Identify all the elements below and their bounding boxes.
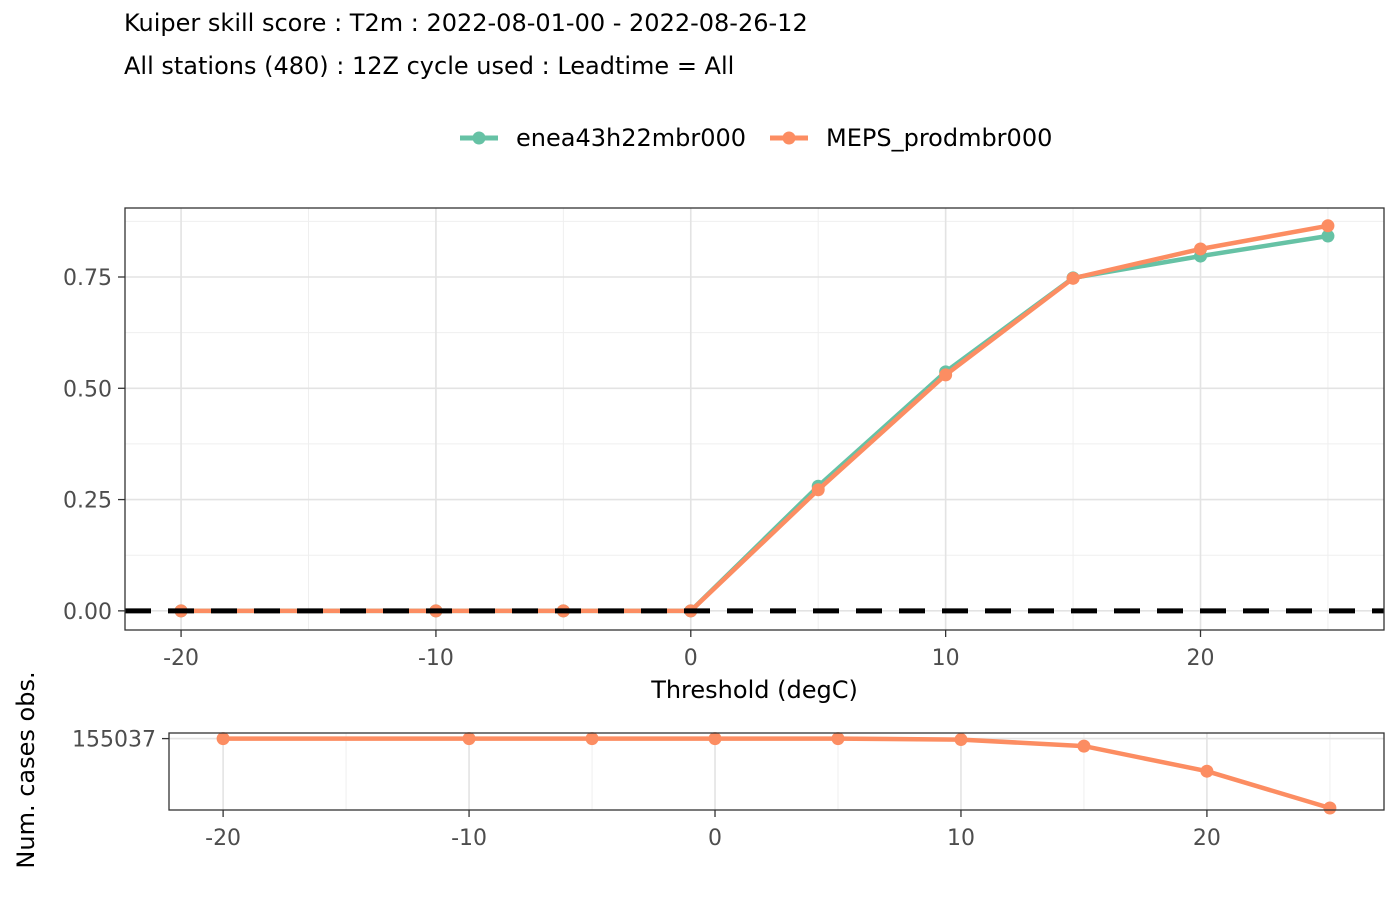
cases-point <box>585 732 599 746</box>
x-tick-label: 0 <box>684 646 698 671</box>
cases-point <box>462 732 476 746</box>
lower-x-tick-label: -10 <box>451 826 487 851</box>
data-point-1 <box>811 483 825 497</box>
legend-item-enea: enea43h22mbr000 <box>458 120 746 156</box>
lower-panel-border <box>168 732 1385 811</box>
cases-point <box>1077 739 1091 753</box>
lower-x-tick-label: 0 <box>708 826 722 851</box>
panel-border <box>124 207 1385 631</box>
legend-label-meps: MEPS_prodmbr000 <box>826 124 1053 152</box>
chart-title: Kuiper skill score : T2m : 2022-08-01-00… <box>124 9 808 37</box>
lower-x-tick-label: 10 <box>947 826 975 851</box>
data-point-0 <box>1321 229 1335 243</box>
cases-point <box>831 732 845 746</box>
data-point-1 <box>939 368 953 382</box>
chart-subtitle: All stations (480) : 12Z cycle used : Le… <box>124 52 735 80</box>
lower-y-tick-label: 155037 <box>72 728 156 753</box>
cases-point <box>1323 801 1337 815</box>
data-point-1 <box>1066 271 1080 285</box>
legend: enea43h22mbr000 MEPS_prodmbr000 <box>0 120 1400 156</box>
x-axis-label: Threshold (degC) <box>650 676 858 704</box>
cases-point <box>954 733 968 747</box>
x-tick-label: -10 <box>418 646 454 671</box>
cases-point <box>1200 764 1214 778</box>
x-tick-label: -20 <box>163 646 199 671</box>
cases-line <box>223 736 1331 811</box>
series-line-1 <box>181 223 1329 614</box>
x-tick-label: 10 <box>932 646 960 671</box>
legend-key-meps <box>770 131 808 145</box>
y-tick-label: 0.50 <box>63 377 112 402</box>
cases-point <box>216 732 230 746</box>
data-point-1 <box>1321 219 1335 233</box>
legend-item-meps: MEPS_prodmbr000 <box>768 120 1052 156</box>
y-tick-label: 0.25 <box>63 489 112 514</box>
data-point-1 <box>1194 242 1208 256</box>
lower-x-tick-label: 20 <box>1193 826 1221 851</box>
cases-point <box>708 732 722 746</box>
series-line-0 <box>181 233 1329 614</box>
y-tick-label: 0.75 <box>63 266 112 291</box>
lower-y-axis-label: Num. cases obs. <box>12 671 40 868</box>
lower-x-tick-label: -20 <box>205 826 241 851</box>
x-tick-label: 20 <box>1187 646 1215 671</box>
legend-label-enea: enea43h22mbr000 <box>516 124 747 152</box>
legend-key-enea <box>460 131 498 145</box>
y-tick-label: 0.00 <box>63 600 112 625</box>
